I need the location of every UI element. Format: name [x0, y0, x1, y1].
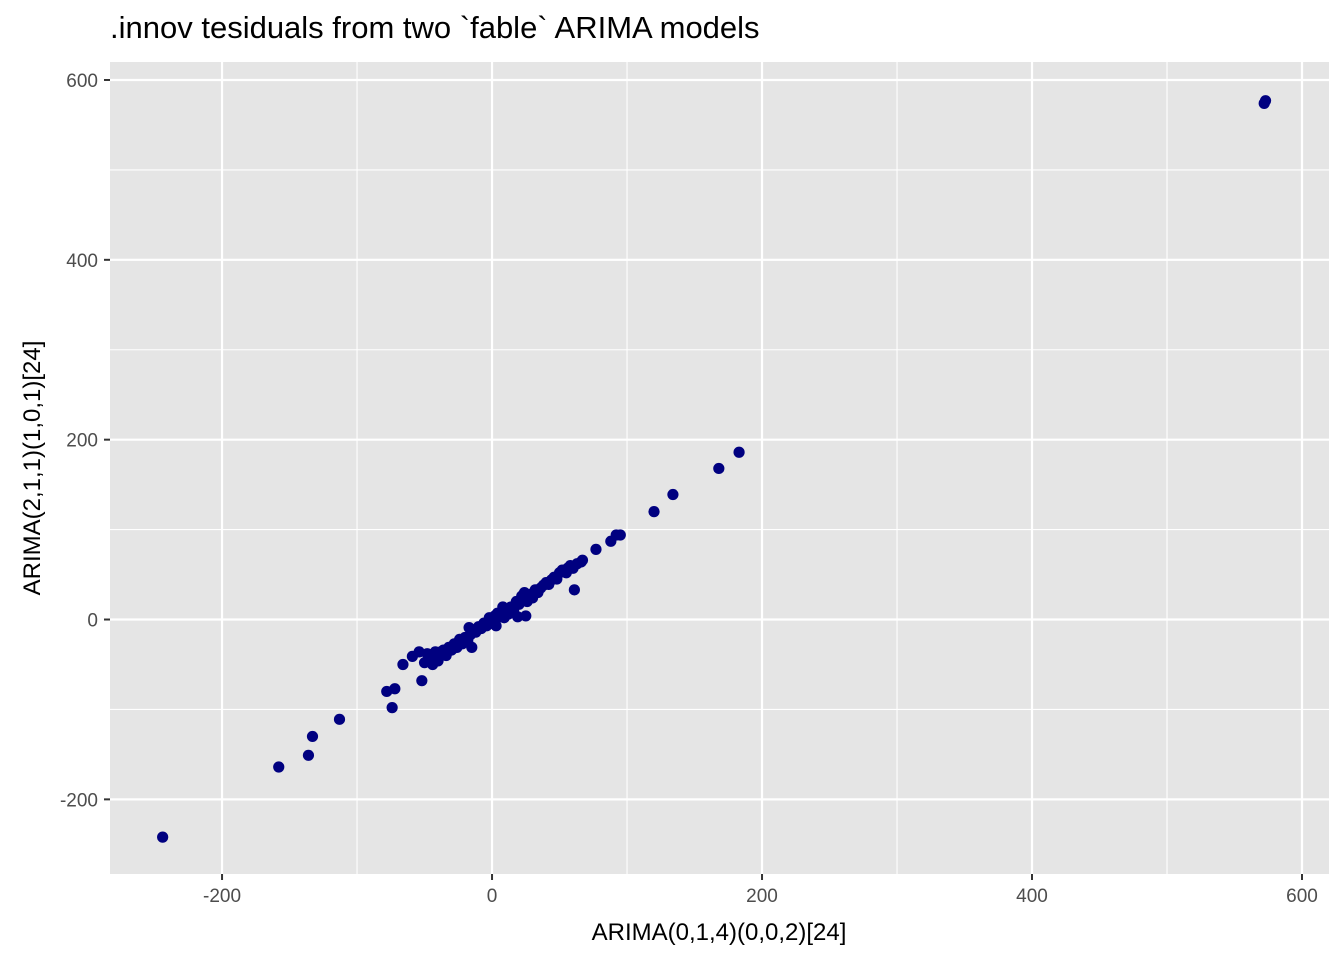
data-point — [490, 620, 502, 632]
data-point — [432, 655, 444, 667]
data-point — [389, 683, 401, 695]
y-tick-label: 600 — [66, 71, 98, 92]
y-tick-label: -200 — [60, 790, 98, 811]
data-point — [733, 446, 745, 458]
data-point — [512, 611, 524, 623]
y-tick-label: 0 — [87, 611, 98, 632]
data-point — [416, 675, 428, 687]
data-point — [466, 641, 478, 653]
data-point — [648, 506, 660, 518]
y-tick-label: 400 — [66, 251, 98, 272]
major-gridlines — [110, 62, 1329, 874]
data-point — [590, 543, 602, 555]
x-tick-label: 400 — [1016, 886, 1048, 907]
y-axis-title: ARIMA(2,1,1)(1,0,1)[24] — [19, 341, 46, 596]
data-point — [273, 761, 285, 773]
data-point — [397, 658, 409, 671]
x-tick-label: 200 — [746, 886, 778, 907]
data-point — [568, 584, 580, 596]
data-point — [302, 749, 315, 761]
x-tick-label: -200 — [203, 886, 241, 907]
y-tick-label: 200 — [66, 431, 98, 452]
data-point — [576, 554, 589, 566]
data-point — [614, 529, 626, 541]
y-axis-ticks: -200 0 200 400 600 — [60, 71, 110, 811]
x-axis-title: ARIMA(0,1,4)(0,0,2)[24] — [592, 919, 847, 946]
data-point — [520, 610, 532, 622]
data-point — [667, 488, 679, 501]
data-point — [713, 462, 725, 475]
data-point — [1259, 95, 1272, 107]
data-point — [333, 713, 346, 725]
x-tick-label: 0 — [487, 886, 498, 907]
data-point — [306, 730, 319, 743]
data-point — [157, 831, 169, 843]
x-tick-label: 600 — [1286, 886, 1318, 907]
data-points — [157, 95, 1272, 843]
x-axis-ticks: -200 0 200 400 600 — [203, 874, 1318, 907]
minor-gridlines — [110, 62, 1329, 874]
chart-title: .innov tesiduals from two `fable` ARIMA … — [110, 10, 760, 45]
data-point — [386, 702, 398, 714]
